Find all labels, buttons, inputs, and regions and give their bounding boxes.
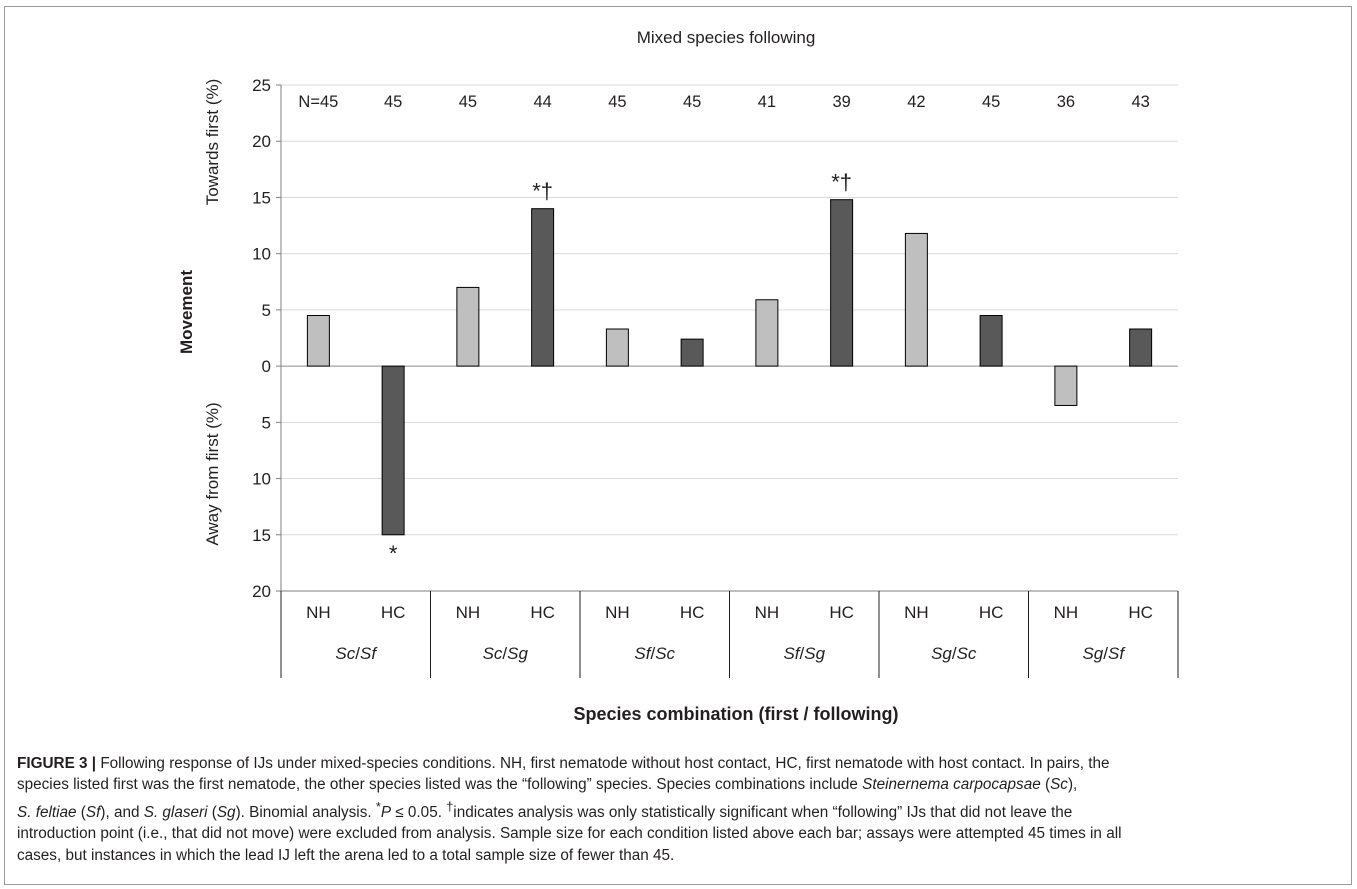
sample-size-label: 42 (907, 93, 925, 111)
data-labels: N=45 NH 45 * HC 45 NH 44 *† HC 45 NH 45 HC 41 NH 39 *† HC 4… (298, 93, 1152, 663)
bar-chart: Mixed species following 2520151050510152… (177, 28, 1179, 724)
significance-marker: *† (831, 170, 852, 195)
caption-line-3: S. feltiae (Sf), and S. glaseri (Sg). Bi… (17, 798, 1073, 821)
condition-label: NH (1054, 603, 1079, 622)
condition-label: NH (605, 603, 630, 622)
bar-nh (456, 286, 480, 367)
figure-caption: FIGURE 3 | Following response of IJs und… (17, 753, 1342, 866)
y-tick-label: 20 (252, 132, 271, 151)
sample-size-label: 36 (1057, 93, 1075, 111)
y-tick-label: 5 (262, 413, 271, 432)
bar-hc (830, 199, 854, 367)
condition-label: NH (456, 603, 481, 622)
bar-nh (605, 328, 629, 367)
condition-label: HC (680, 603, 705, 622)
figure-frame (4, 6, 1352, 885)
group-label: Sf/Sc (634, 644, 675, 663)
group-label: Sf/Sg (783, 644, 825, 663)
sample-size-label: 45 (683, 93, 701, 111)
condition-label: NH (755, 603, 780, 622)
bar-hc (531, 208, 555, 367)
sample-size-label: 45 (384, 93, 402, 111)
sample-size-label: 45 (459, 93, 477, 111)
sample-size-label: 39 (832, 93, 850, 111)
y-tick-label: 10 (252, 470, 271, 489)
group-label: Sg/Sf (1082, 644, 1126, 663)
bar-nh (1054, 365, 1078, 406)
caption-line-1: FIGURE 3 | Following response of IJs und… (17, 755, 1110, 772)
condition-label: NH (904, 603, 929, 622)
condition-label: HC (979, 603, 1004, 622)
bar-hc (680, 338, 704, 367)
sample-size-label: 45 (982, 93, 1000, 111)
bar-nh (904, 232, 928, 367)
bar-nh (755, 299, 779, 367)
bar-hc (381, 365, 405, 536)
x-axis-label: Species combination (first / following) (573, 704, 898, 724)
y-tick-label: 0 (262, 357, 271, 376)
y-tick-label: 15 (252, 188, 271, 207)
sample-size-label: 41 (758, 93, 776, 111)
caption-line-2: species listed first was the first nemat… (17, 776, 1078, 794)
chart-title: Mixed species following (637, 28, 816, 47)
axes: 25 20 15 10 5 0 5 10 15 20 (252, 76, 1179, 678)
caption-line-5: cases, but instances in which the lead I… (17, 846, 675, 864)
bar-nh (306, 315, 330, 367)
group-label: Sg/Sc (931, 644, 977, 663)
sample-size-label: 44 (533, 93, 551, 111)
grid-lines (281, 84, 1178, 592)
condition-label: HC (530, 603, 555, 622)
group-label: Sc/Sg (483, 644, 529, 663)
group-label: Sc/Sf (335, 644, 378, 663)
condition-label: HC (829, 603, 854, 622)
sample-size-label: N=45 (298, 93, 338, 111)
sample-size-label: 45 (608, 93, 626, 111)
bar-hc (1129, 328, 1153, 367)
y-axis-label-top: Towards first (%) (203, 79, 222, 206)
significance-marker: * (389, 541, 398, 566)
y-tick-label: 20 (252, 582, 271, 601)
sample-size-label: 43 (1131, 93, 1149, 111)
y-tick-label: 10 (252, 245, 271, 264)
y-tick-label: 5 (262, 301, 271, 320)
significance-marker: *† (532, 179, 553, 204)
condition-label: HC (1128, 603, 1153, 622)
caption-label: FIGURE 3 | (17, 755, 97, 772)
bars (306, 199, 1153, 536)
caption-line-4: introduction point (i.e., that did not m… (17, 825, 1122, 843)
y-tick-label: 15 (252, 526, 271, 545)
condition-label: NH (306, 603, 331, 622)
bar-hc (979, 315, 1003, 367)
y-axis-label: Movement (177, 270, 196, 354)
condition-label: HC (381, 603, 406, 622)
y-tick-label: 25 (252, 76, 271, 95)
y-axis-label-bottom: Away from first (%) (203, 402, 222, 545)
